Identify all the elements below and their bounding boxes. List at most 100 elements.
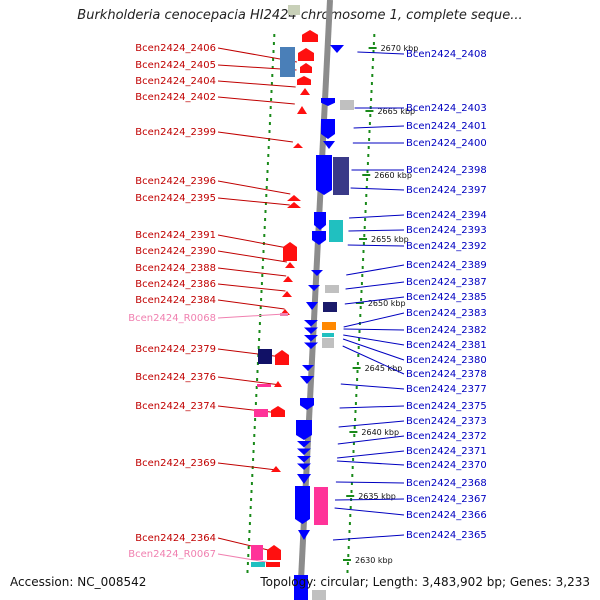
left-gene-label[interactable]: Bcen2424_2384: [135, 295, 216, 306]
left-gene-label[interactable]: Bcen2424_R0067: [128, 549, 216, 560]
tick-dot: [248, 538, 251, 541]
right-gene-label[interactable]: Bcen2424_2370: [406, 460, 487, 471]
right-gene-label[interactable]: Bcen2424_2372: [406, 431, 487, 442]
tick-dot: [248, 530, 251, 533]
right-gene-label[interactable]: Bcen2424_2365: [406, 530, 487, 541]
right-gene-label[interactable]: Bcen2424_2387: [406, 277, 487, 288]
left-gene-label[interactable]: Bcen2424_2396: [135, 176, 216, 187]
gene-feature: [304, 335, 318, 342]
tick-dot: [361, 274, 364, 277]
kbp-label: 2665 kbp: [377, 107, 415, 116]
left-gene-label[interactable]: Bcen2424_2405: [135, 60, 216, 71]
right-gene-label[interactable]: Bcen2424_2401: [406, 121, 487, 132]
tick-dot: [272, 50, 275, 53]
tick-dot: [368, 122, 371, 125]
tick-dot: [261, 274, 264, 277]
right-gene-label[interactable]: Bcen2424_2389: [406, 260, 487, 271]
left-gene-label[interactable]: Bcen2424_2369: [135, 458, 216, 469]
right-gene-label[interactable]: Bcen2424_2383: [406, 308, 487, 319]
right-gene-label[interactable]: Bcen2424_2371: [406, 446, 487, 457]
leader-line: [217, 376, 281, 386]
tick-dot: [258, 338, 261, 341]
right-gene-label[interactable]: Bcen2424_2382: [406, 325, 487, 336]
leader-line: [346, 264, 405, 276]
left-gene-label[interactable]: Bcen2424_2364: [135, 533, 216, 544]
leader-line: [342, 345, 405, 375]
tick-dot: [265, 194, 268, 197]
left-gene-label[interactable]: Bcen2424_2388: [135, 263, 216, 274]
tick-dot: [250, 498, 253, 501]
tick-dot: [365, 186, 368, 189]
leader-line: [343, 312, 405, 328]
leader-line: [353, 125, 405, 129]
tick-dot: [253, 426, 256, 429]
tick-dot: [347, 554, 350, 557]
leader-line: [338, 420, 405, 428]
tick-dot: [356, 362, 359, 365]
tick-dot: [370, 98, 373, 101]
right-gene-label[interactable]: Bcen2424_2368: [406, 478, 487, 489]
gene-feature: [300, 63, 312, 73]
gene-feature: [297, 76, 311, 85]
tick-dot: [264, 202, 267, 205]
left-gene-label[interactable]: Bcen2424_2406: [135, 43, 216, 54]
right-gene-label[interactable]: Bcen2424_2380: [406, 355, 487, 366]
leader-line: [334, 507, 405, 516]
left-gene-label[interactable]: Bcen2424_2376: [135, 372, 216, 383]
gene-feature: [321, 98, 335, 106]
left-gene-label[interactable]: Bcen2424_2404: [135, 76, 216, 87]
tick-dot: [365, 194, 368, 197]
gene-feature: [287, 202, 301, 208]
left-gene-label[interactable]: Bcen2424_2390: [135, 246, 216, 257]
tick-dot: [349, 514, 352, 517]
left-gene-label[interactable]: Bcen2424_2379: [135, 344, 216, 355]
tick-dot: [359, 306, 362, 309]
gene-feature: [308, 285, 320, 291]
left-gene-label[interactable]: Bcen2424_2374: [135, 401, 216, 412]
right-gene-label[interactable]: Bcen2424_2400: [406, 138, 487, 149]
right-gene-label[interactable]: Bcen2424_2408: [406, 49, 487, 60]
right-gene-label[interactable]: Bcen2424_2385: [406, 292, 487, 303]
leader-line: [217, 234, 288, 249]
right-gene-label[interactable]: Bcen2424_2397: [406, 185, 487, 196]
right-gene-label[interactable]: Bcen2424_2403: [406, 103, 487, 114]
tick-dot: [248, 522, 251, 525]
right-gene-label[interactable]: Bcen2424_2381: [406, 340, 487, 351]
right-gene-label[interactable]: Bcen2424_2366: [406, 510, 487, 521]
tick-dot: [262, 258, 265, 261]
right-gene-label[interactable]: Bcen2424_2394: [406, 210, 487, 221]
gene-feature: [280, 47, 295, 77]
tick-dot: [266, 170, 269, 173]
tick-dot: [350, 490, 353, 493]
gene-feature: [271, 466, 281, 472]
left-gene-label[interactable]: Bcen2424_2386: [135, 279, 216, 290]
right-gene-label[interactable]: Bcen2424_2375: [406, 401, 487, 412]
tick-dot: [348, 530, 351, 533]
gene-feature: [304, 327, 318, 334]
gene-feature: [271, 406, 285, 417]
gene-feature: [300, 398, 314, 410]
left-gene-label[interactable]: Bcen2424_R0068: [128, 313, 216, 324]
tick-dot: [270, 90, 273, 93]
right-gene-label[interactable]: Bcen2424_2392: [406, 241, 487, 252]
right-gene-label[interactable]: Bcen2424_2398: [406, 165, 487, 176]
right-gene-label[interactable]: Bcen2424_2367: [406, 494, 487, 505]
right-gene-label[interactable]: Bcen2424_2377: [406, 384, 487, 395]
tick-dot: [367, 154, 370, 157]
gene-feature: [322, 333, 334, 337]
left-gene-label[interactable]: Bcen2424_2391: [135, 230, 216, 241]
left-gene-label[interactable]: Bcen2424_2399: [135, 127, 216, 138]
gene-feature: [285, 262, 295, 268]
left-gene-label[interactable]: Bcen2424_2402: [135, 92, 216, 103]
tick-dot: [347, 546, 350, 549]
leader-line: [217, 250, 287, 263]
tick-dot: [358, 338, 361, 341]
right-gene-label[interactable]: Bcen2424_2393: [406, 225, 487, 236]
right-gene-label[interactable]: Bcen2424_2378: [406, 369, 487, 380]
leader-line: [357, 51, 405, 55]
right-gene-label[interactable]: Bcen2424_2373: [406, 416, 487, 427]
tick-dot: [257, 346, 260, 349]
left-gene-label[interactable]: Bcen2424_2395: [135, 193, 216, 204]
map-title: Burkholderia cenocepacia HI2424 chromoso…: [77, 8, 523, 23]
gene-feature: [311, 270, 323, 276]
